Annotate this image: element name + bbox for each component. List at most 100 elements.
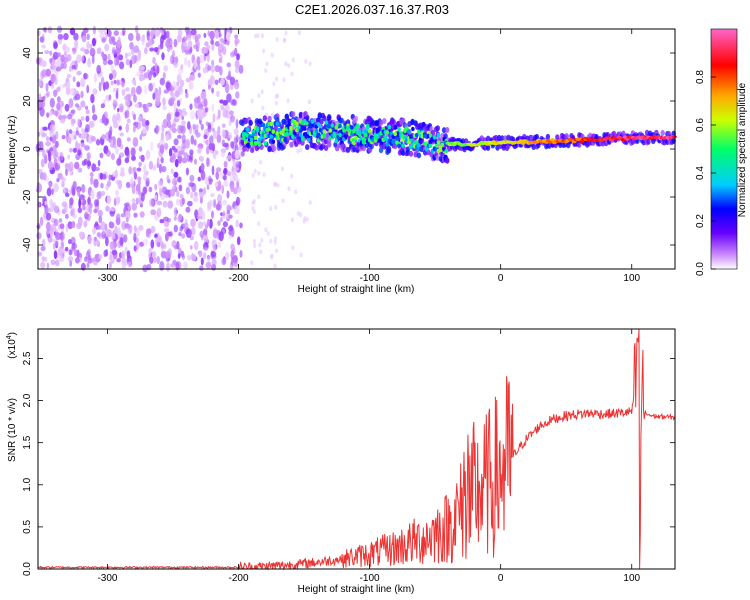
spectrogram-cell — [49, 50, 53, 56]
spectrogram-cell — [245, 127, 250, 132]
bottom-y-axis: 0.0 0.5 1.0 1.5 2.0 2.5 — [22, 351, 675, 576]
spectrogram-cell — [42, 149, 46, 158]
spectrogram-cell — [189, 103, 193, 110]
spectrogram-cell — [173, 138, 179, 146]
spectrogram-cell — [58, 218, 63, 223]
spectrogram-cell — [105, 118, 110, 125]
spectrogram-cell — [138, 146, 143, 152]
spectrogram-cell — [143, 172, 147, 182]
spectrogram-cell — [179, 193, 184, 199]
spectrogram-cell — [422, 133, 427, 139]
spectrogram-cell — [299, 147, 303, 153]
spectrogram-cell — [112, 49, 117, 55]
spectrogram-cell — [173, 171, 179, 178]
spectrogram-cell — [138, 116, 142, 122]
spectrogram-cell — [299, 252, 303, 258]
spectrogram-cell — [275, 131, 280, 136]
spectrogram-cell — [135, 184, 141, 192]
spectrogram-cell — [194, 158, 197, 165]
spectrogram-cell — [167, 200, 174, 209]
spectrogram-cell — [274, 94, 278, 100]
spectrogram-cell — [159, 77, 165, 86]
spectrogram-cell — [76, 249, 80, 259]
spectrogram-cell — [69, 197, 74, 206]
spectrogram-cell — [76, 81, 81, 88]
spectrogram-cell — [76, 70, 82, 76]
spectrogram-cell — [117, 227, 121, 237]
spectrogram-cell — [91, 54, 95, 65]
spectrogram-cell — [121, 88, 126, 96]
spectrogram-cell — [407, 129, 411, 134]
spectrogram-cell — [67, 256, 74, 262]
spectrogram-cell — [287, 121, 291, 127]
spectrogram-cell — [222, 108, 228, 118]
spectrogram-cell — [257, 93, 261, 99]
spectrogram-cell — [441, 127, 447, 134]
spectrogram-cell — [236, 236, 241, 246]
spectrogram-cell — [166, 30, 170, 39]
spectrogram-cell — [274, 100, 278, 106]
spectrogram-cell — [314, 128, 319, 134]
spectrogram-cell — [327, 141, 332, 148]
spectrogram-cell — [133, 55, 138, 64]
spectrogram-cell — [169, 188, 176, 197]
spectrogram-cell — [206, 157, 210, 168]
spectrogram-cell — [304, 121, 309, 126]
spectrogram-cell — [109, 241, 115, 250]
spectrogram-cell — [210, 39, 214, 45]
spectrogram-cell — [253, 243, 257, 249]
spectrogram-cell — [263, 141, 268, 146]
spectrogram-cell — [84, 49, 90, 55]
spectrogram-cell — [334, 145, 340, 152]
spectrogram-cell — [230, 184, 235, 192]
spectrogram-cell — [209, 30, 215, 40]
spectrogram-cell — [275, 37, 279, 42]
spectrogram-cell — [190, 135, 195, 145]
spectrogram-cell — [39, 141, 44, 151]
spectrogram-cell — [348, 128, 352, 133]
spectrogram-cell — [40, 245, 46, 252]
x-tick-label: -300 — [97, 273, 117, 284]
spectrogram-cell — [49, 147, 53, 152]
spectrogram-cell — [270, 52, 274, 58]
spectrogram-cell — [289, 141, 294, 148]
spectrogram-cell — [188, 81, 194, 90]
spectrogram-cell — [85, 109, 90, 115]
spectrogram-cell — [105, 205, 110, 212]
spectrogram-cell — [274, 204, 278, 210]
spectrogram-cell — [131, 202, 137, 211]
spectrogram-cell — [224, 83, 230, 94]
spectrogram-cell — [49, 58, 53, 63]
spectrogram-cell — [164, 228, 170, 233]
snr-panel: -300 -200 -100 0 100 0.0 0.5 1.0 1.5 2.0 2.5 Heig… — [6, 328, 676, 595]
spectrogram-cell — [161, 52, 165, 61]
spectrogram-cell — [203, 234, 208, 242]
spectrogram-cell — [81, 184, 86, 193]
spectrogram-cell — [96, 225, 102, 230]
spectrogram-cell — [122, 261, 128, 267]
spectrogram-cell — [158, 181, 163, 191]
spectrogram-cell — [138, 161, 143, 167]
spectrogram-cell — [428, 139, 433, 145]
spectrogram-cell — [203, 134, 208, 140]
spectrogram-cell — [338, 123, 342, 129]
spectrogram-cell — [42, 126, 48, 131]
spectrogram-cell — [256, 33, 260, 39]
spectrogram-cell — [287, 186, 291, 192]
y-tick-label: 1.0 — [22, 477, 33, 491]
spectrogram-cell — [197, 176, 202, 182]
spectrogram-cell — [133, 212, 138, 218]
spectrogram-cell — [110, 206, 116, 212]
spectrogram-cell — [99, 32, 105, 40]
spectrogram-cell — [221, 184, 224, 194]
spectrogram-cell — [93, 178, 99, 188]
spectrogram-cell — [64, 51, 67, 56]
spectrogram-cell — [60, 234, 64, 240]
spectrogram-cell — [260, 33, 264, 39]
spectrogram-cell — [43, 256, 48, 263]
spectrogram-cell — [65, 168, 68, 176]
spectrogram-cell — [165, 134, 170, 142]
spectrogram-cell — [105, 236, 109, 247]
spectrogram-cell — [209, 135, 214, 145]
spectrogram-cell — [276, 182, 280, 188]
